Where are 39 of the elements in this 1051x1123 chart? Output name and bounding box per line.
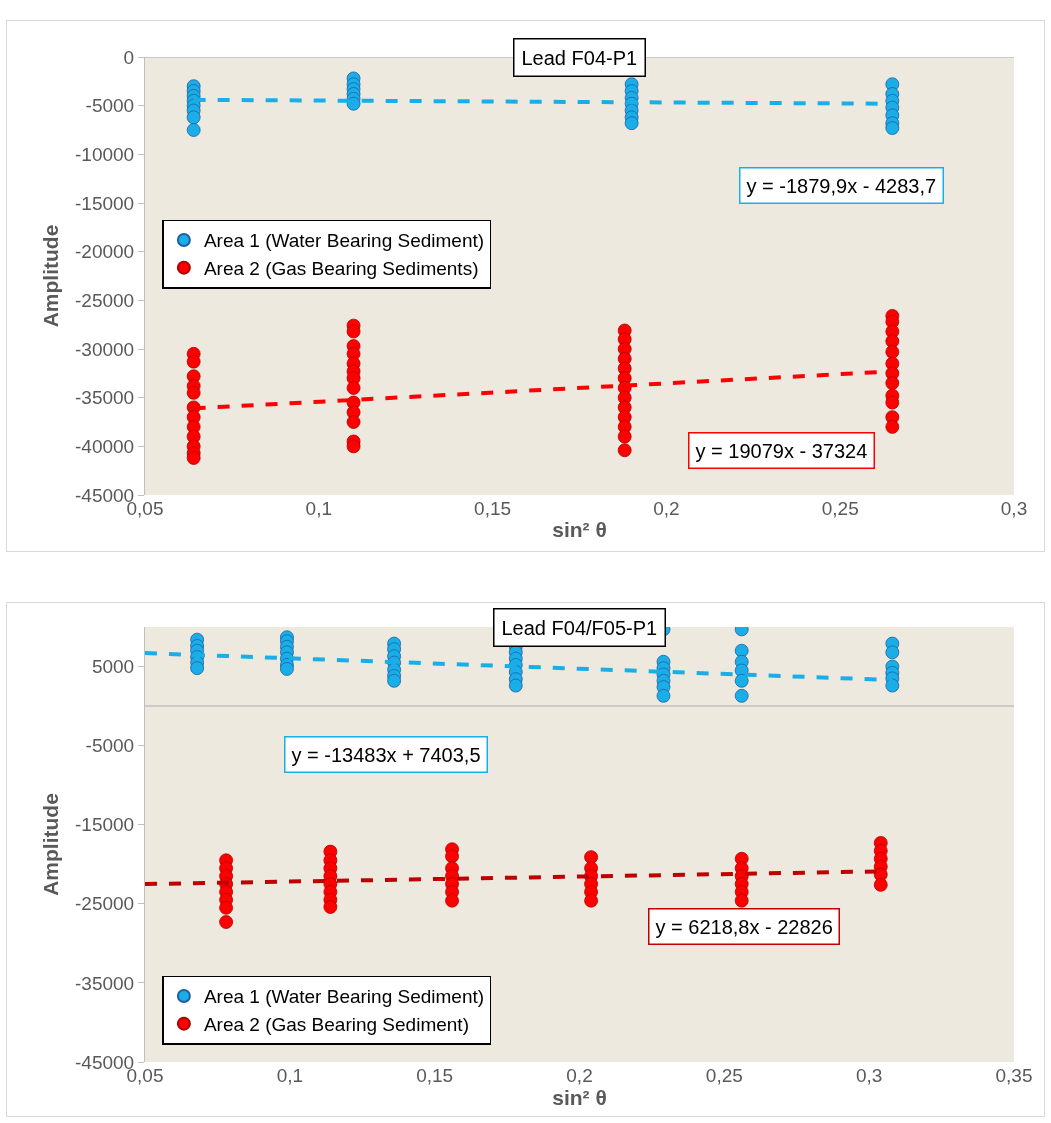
y-tick-label: -35000	[75, 972, 135, 994]
legend-label: Area 1 (Water Bearing Sediment)	[203, 230, 485, 252]
x-tick-label: 0,3	[855, 1065, 883, 1086]
x-tick-label: 0,25	[821, 498, 859, 519]
x-tick-label: 0,35	[995, 1065, 1033, 1086]
y-tick-label: 5000	[91, 656, 135, 678]
legend-label: Area 1 (Water Bearing Sediment)	[203, 986, 485, 1008]
y-axis-title: Amplitude	[39, 224, 63, 328]
y-tick-label: -15000	[75, 814, 135, 836]
y-tick-label: -40000	[75, 435, 135, 457]
y-tick-label: -20000	[75, 241, 135, 263]
y-axis-title: Amplitude	[39, 793, 63, 896]
x-tick-label: 0,25	[705, 1065, 743, 1086]
y-tick-label: -15000	[75, 192, 135, 214]
x-axis-title: sin² θ	[552, 518, 607, 542]
y-tick-label: 0	[123, 46, 135, 68]
legend-label: Area 2 (Gas Bearing Sediments)	[203, 258, 479, 280]
annotation: y = -1879,9x - 4283,7	[746, 174, 937, 197]
y-tick-label: -5000	[85, 95, 135, 117]
chart-title: Lead F04-P1	[521, 46, 638, 69]
y-tick-label: -25000	[75, 893, 135, 915]
y-tick-label: -5000	[85, 735, 135, 757]
x-tick-label: 0,1	[305, 498, 333, 519]
annotation: y = 6218,8x - 22826	[655, 915, 833, 938]
x-tick-label: 0,3	[1000, 498, 1028, 519]
chart-title: Lead F04/F05-P1	[501, 616, 658, 639]
annotation: y = 19079x - 37324	[695, 439, 868, 462]
x-tick-label: 0,15	[416, 1065, 454, 1086]
y-tick-label: -35000	[75, 387, 135, 409]
x-axis-title: sin² θ	[552, 1086, 607, 1109]
legend-label: Area 2 (Gas Bearing Sediment)	[203, 1014, 469, 1036]
y-tick-label: -10000	[75, 143, 135, 165]
x-tick-label: 0,2	[653, 498, 680, 519]
x-tick-label: 0,2	[566, 1065, 593, 1086]
y-tick-label: -25000	[75, 289, 135, 311]
annotation: y = -13483x + 7403,5	[291, 743, 481, 766]
x-tick-label: 0,15	[474, 498, 512, 519]
y-tick-label: -30000	[75, 338, 135, 360]
x-tick-label: 0,1	[276, 1065, 304, 1086]
